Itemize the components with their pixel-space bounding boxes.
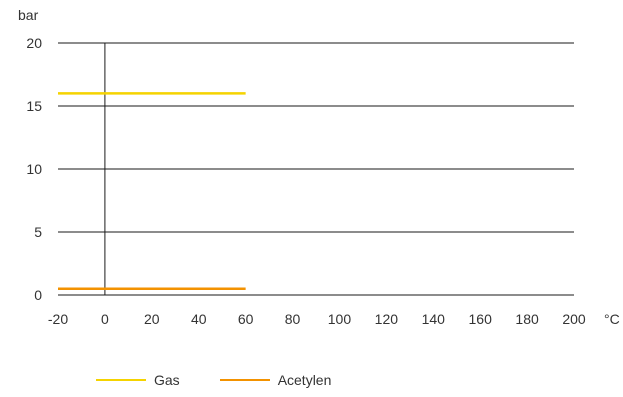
legend-swatch-gas xyxy=(96,379,146,381)
x-tick-label: 200 xyxy=(562,311,586,327)
tick-labels: 0 5 10 15 20 -20 0 20 40 60 80 100 120 140 160 180 200 xyxy=(26,35,585,327)
y-tick-label: 20 xyxy=(26,35,42,51)
y-tick-label: 15 xyxy=(26,98,42,114)
gridlines xyxy=(58,42,574,296)
legend-label-acetylen: Acetylen xyxy=(277,372,332,388)
x-tick-label: 120 xyxy=(375,311,399,327)
x-tick-label: -20 xyxy=(48,311,68,327)
x-tick-label: 0 xyxy=(101,311,109,327)
legend: Gas Acetylen xyxy=(96,372,371,388)
x-tick-label: 140 xyxy=(422,311,446,327)
x-tick-label: 20 xyxy=(144,311,160,327)
x-tick-label: 180 xyxy=(515,311,539,327)
x-tick-label: 100 xyxy=(328,311,352,327)
y-tick-label: 10 xyxy=(26,161,42,177)
x-tick-label: 160 xyxy=(469,311,493,327)
x-tick-label: 60 xyxy=(238,311,254,327)
legend-item-gas: Gas xyxy=(96,372,180,388)
y-tick-label: 5 xyxy=(34,224,42,240)
y-tick-label: 0 xyxy=(34,287,42,303)
legend-item-acetylen: Acetylen xyxy=(219,372,332,388)
legend-swatch-acetylen xyxy=(219,379,270,381)
x-tick-label: 80 xyxy=(285,311,301,327)
y-axis-title: bar xyxy=(18,7,39,23)
series xyxy=(58,92,246,290)
x-tick-label: 40 xyxy=(191,311,207,327)
x-axis-title: °C xyxy=(604,311,620,327)
legend-label-gas: Gas xyxy=(154,372,180,388)
